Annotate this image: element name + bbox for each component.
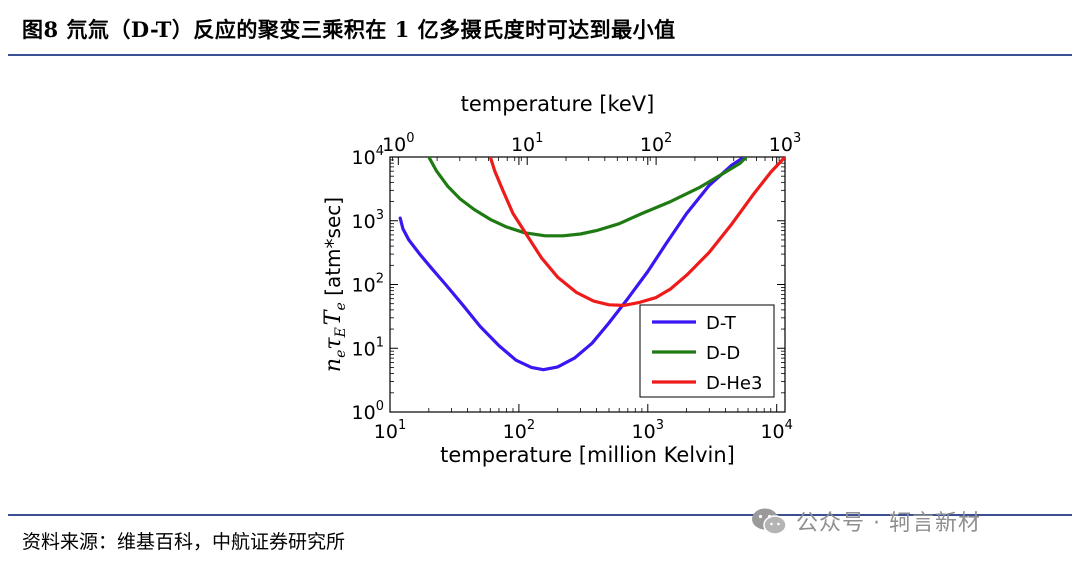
y-tick-label: 103: [352, 208, 384, 233]
y-tick-label: 104: [352, 144, 384, 169]
x2-tick-label: 100: [382, 131, 414, 156]
x2-axis-label: temperature [keV]: [461, 92, 655, 116]
y-tick-label: 101: [352, 335, 384, 360]
source-note: 资料来源：维基百科，中航证券研究所: [22, 531, 346, 553]
watermark: 公众号 · 轲言新材: [750, 505, 981, 537]
footer-divider: [8, 514, 1072, 516]
x2-tick-label: 103: [769, 131, 801, 156]
legend-label-d-t: D-T: [706, 313, 737, 334]
x-tick-label: 101: [374, 418, 406, 443]
y-axis-label: neτETe [atm*sec]: [321, 197, 349, 372]
watermark-text: 公众号 · 轲言新材: [796, 511, 981, 536]
x-tick-label: 102: [503, 418, 535, 443]
x-tick-label: 103: [632, 418, 664, 443]
legend-label-d-he3: D-He3: [706, 373, 762, 394]
x-axis-label: temperature [million Kelvin]: [440, 443, 735, 467]
legend-label-d-d: D-D: [706, 343, 740, 364]
series-line-d-he3: [488, 157, 785, 307]
y-axis-label-text: neτETe [atm*sec]: [321, 197, 349, 372]
x2-tick-label: 102: [640, 131, 672, 156]
y-tick-label: 100: [352, 399, 384, 424]
x-tick-label: 104: [760, 418, 792, 443]
series-line-d-t: [398, 157, 746, 372]
wechat-icon: [752, 508, 787, 535]
x2-tick-label: 101: [511, 131, 543, 156]
header-divider: [8, 54, 1072, 56]
series-line-d-d: [427, 157, 748, 238]
y-tick-label: 102: [352, 272, 384, 297]
figure-title: 图8 氘氚（D-T）反应的聚变三乘积在 1 亿多摄氏度时可达到最小值: [22, 17, 676, 42]
